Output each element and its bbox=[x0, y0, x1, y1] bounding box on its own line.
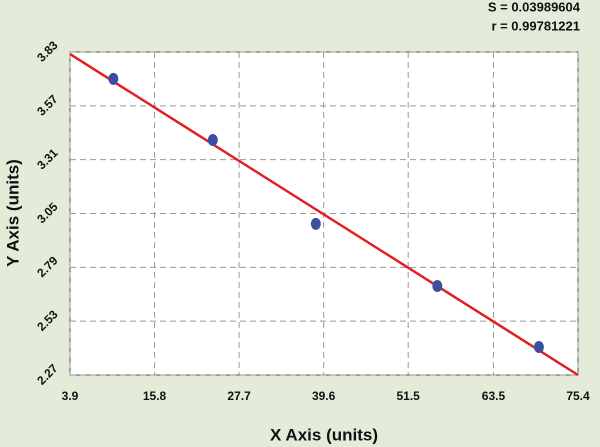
data-point bbox=[533, 341, 544, 354]
x-tick-label: 15.8 bbox=[143, 389, 167, 403]
x-axis-title: X Axis (units) bbox=[270, 425, 378, 444]
fit-line bbox=[69, 53, 579, 377]
data-point bbox=[310, 217, 321, 230]
data-point bbox=[108, 72, 119, 85]
x-tick-label: 51.5 bbox=[397, 389, 421, 403]
annotation: S = 0.03989604 bbox=[488, 0, 581, 14]
x-tick-label: 27.7 bbox=[227, 389, 251, 403]
annotation: r = 0.99781221 bbox=[491, 18, 580, 33]
x-tick-label: 39.6 bbox=[312, 389, 336, 403]
data-point bbox=[432, 279, 443, 292]
x-tick-label: 63.5 bbox=[482, 389, 506, 403]
y-axis-title: Y Axis (units) bbox=[3, 159, 22, 267]
x-tick-label: 3.9 bbox=[62, 389, 79, 403]
data-point bbox=[207, 133, 218, 146]
x-tick-label: 75.4 bbox=[566, 389, 590, 403]
